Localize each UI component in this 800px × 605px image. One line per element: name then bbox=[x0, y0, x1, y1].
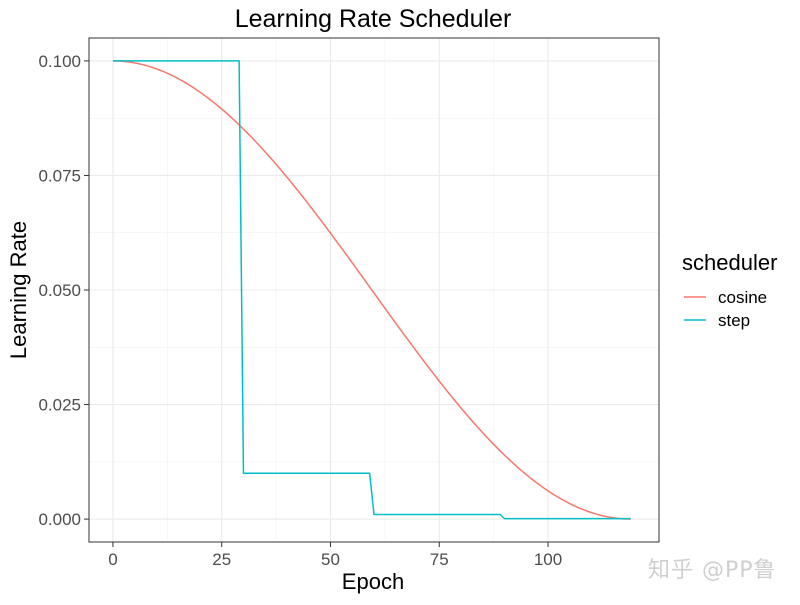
legend-entries: cosine step bbox=[684, 288, 767, 330]
legend-label-step: step bbox=[718, 311, 750, 330]
series-line-cosine bbox=[112, 60, 631, 520]
x-axis: 0 25 50 75 100 bbox=[108, 542, 562, 569]
chart-title: Learning Rate Scheduler bbox=[235, 5, 512, 33]
grid-lines bbox=[89, 38, 659, 542]
x-axis-label: Epoch bbox=[342, 569, 404, 594]
x-tick-label: 0 bbox=[108, 550, 117, 569]
x-tick-label: 25 bbox=[212, 550, 231, 569]
legend-label-cosine: cosine bbox=[718, 288, 767, 307]
watermark: 知乎 @PP鲁 bbox=[648, 558, 777, 583]
series-lines bbox=[112, 60, 631, 520]
y-axis: 0.000 0.025 0.050 0.075 0.100 bbox=[38, 52, 89, 529]
legend: scheduler cosine step bbox=[682, 250, 777, 330]
y-axis-label: Learning Rate bbox=[6, 221, 31, 359]
y-tick-label: 0.000 bbox=[38, 510, 81, 529]
y-tick-label: 0.100 bbox=[38, 52, 81, 71]
x-tick-label: 75 bbox=[430, 550, 449, 569]
y-tick-label: 0.050 bbox=[38, 281, 81, 300]
legend-title: scheduler bbox=[682, 250, 777, 275]
y-tick-label: 0.025 bbox=[38, 396, 81, 415]
series-line-step bbox=[112, 60, 631, 520]
x-tick-label: 50 bbox=[321, 550, 340, 569]
y-tick-label: 0.075 bbox=[38, 166, 81, 185]
x-tick-label: 100 bbox=[534, 550, 562, 569]
